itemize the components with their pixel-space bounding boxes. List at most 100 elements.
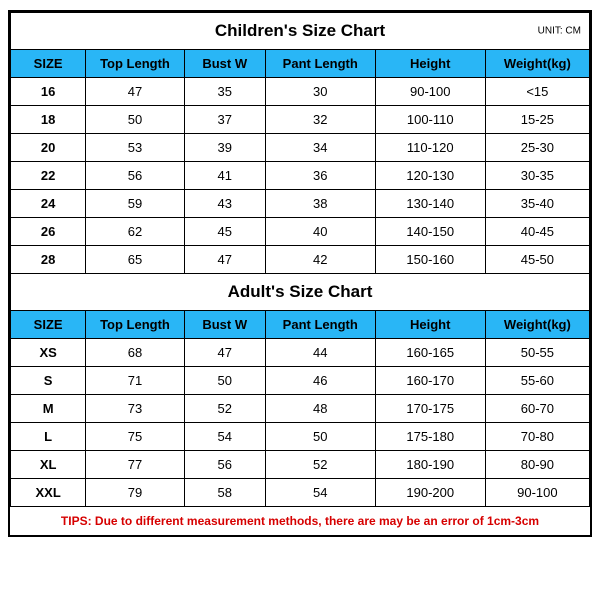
table-row: 28654742150-16045-50	[11, 246, 590, 274]
table-cell: 50	[184, 367, 265, 395]
column-header: Top Length	[86, 311, 184, 339]
table-cell: 47	[86, 78, 184, 106]
table-cell: 24	[11, 190, 86, 218]
table-cell: 16	[11, 78, 86, 106]
table-cell: M	[11, 395, 86, 423]
table-cell: 42	[265, 246, 375, 274]
table-cell: 45-50	[485, 246, 589, 274]
adult-title: Adult's Size Chart	[228, 282, 373, 301]
table-cell: 20	[11, 134, 86, 162]
table-cell: 39	[184, 134, 265, 162]
table-row: M735248170-17560-70	[11, 395, 590, 423]
table-cell: 44	[265, 339, 375, 367]
table-cell: 75	[86, 423, 184, 451]
table-cell: 34	[265, 134, 375, 162]
table-cell: 110-120	[375, 134, 485, 162]
column-header: SIZE	[11, 50, 86, 78]
table-cell: 46	[265, 367, 375, 395]
table-cell: 160-170	[375, 367, 485, 395]
table-cell: 52	[184, 395, 265, 423]
table-cell: 56	[86, 162, 184, 190]
table-cell: 15-25	[485, 106, 589, 134]
table-cell: XL	[11, 451, 86, 479]
column-header: Pant Length	[265, 311, 375, 339]
table-cell: 50	[265, 423, 375, 451]
table-cell: 140-150	[375, 218, 485, 246]
tips-row: TIPS: Due to different measurement metho…	[11, 507, 590, 536]
table-row: 20533934110-12025-30	[11, 134, 590, 162]
table-cell: XS	[11, 339, 86, 367]
column-header: Weight(kg)	[485, 311, 589, 339]
table-cell: 58	[184, 479, 265, 507]
table-cell: 190-200	[375, 479, 485, 507]
table-row: XS684744160-16550-55	[11, 339, 590, 367]
table-cell: 52	[265, 451, 375, 479]
table-cell: 32	[265, 106, 375, 134]
table-cell: 43	[184, 190, 265, 218]
table-row: XL775652180-19080-90	[11, 451, 590, 479]
table-cell: 50	[86, 106, 184, 134]
table-row: 26624540140-15040-45	[11, 218, 590, 246]
table-cell: 90-100	[375, 78, 485, 106]
table-cell: 36	[265, 162, 375, 190]
column-header: Height	[375, 50, 485, 78]
table-cell: 47	[184, 339, 265, 367]
table-cell: 54	[265, 479, 375, 507]
table-cell: 73	[86, 395, 184, 423]
table-cell: 45	[184, 218, 265, 246]
table-cell: 28	[11, 246, 86, 274]
children-title: Children's Size Chart	[215, 21, 385, 40]
table-cell: 150-160	[375, 246, 485, 274]
table-cell: 62	[86, 218, 184, 246]
table-cell: 79	[86, 479, 184, 507]
table-cell: 50-55	[485, 339, 589, 367]
adult-title-row: Adult's Size Chart	[11, 274, 590, 311]
table-row: XXL795854190-20090-100	[11, 479, 590, 507]
table-cell: 77	[86, 451, 184, 479]
tips-text: TIPS: Due to different measurement metho…	[11, 507, 590, 536]
table-cell: 22	[11, 162, 86, 190]
column-header: Top Length	[86, 50, 184, 78]
page-container: Children's Size Chart UNIT: CM SIZETop L…	[0, 0, 600, 600]
table-cell: 38	[265, 190, 375, 218]
table-cell: 60-70	[485, 395, 589, 423]
adult-title-cell: Adult's Size Chart	[11, 274, 590, 311]
column-header: Pant Length	[265, 50, 375, 78]
table-cell: 80-90	[485, 451, 589, 479]
table-row: L755450175-18070-80	[11, 423, 590, 451]
table-cell: 100-110	[375, 106, 485, 134]
table-cell: 40	[265, 218, 375, 246]
table-row: 22564136120-13030-35	[11, 162, 590, 190]
table-cell: 70-80	[485, 423, 589, 451]
unit-label: UNIT: CM	[538, 26, 581, 37]
table-cell: 41	[184, 162, 265, 190]
table-cell: 35	[184, 78, 265, 106]
table-cell: 18	[11, 106, 86, 134]
table-cell: 55-60	[485, 367, 589, 395]
children-header-row: SIZETop LengthBust WPant LengthHeightWei…	[11, 50, 590, 78]
table-cell: 65	[86, 246, 184, 274]
table-cell: 53	[86, 134, 184, 162]
column-header: Weight(kg)	[485, 50, 589, 78]
column-header: Bust W	[184, 311, 265, 339]
table-row: 1647353090-100<15	[11, 78, 590, 106]
table-cell: 160-165	[375, 339, 485, 367]
adult-body: XS684744160-16550-55S715046160-17055-60M…	[11, 339, 590, 507]
table-cell: 175-180	[375, 423, 485, 451]
column-header: Height	[375, 311, 485, 339]
table-cell: 90-100	[485, 479, 589, 507]
table-cell: S	[11, 367, 86, 395]
table-cell: 30-35	[485, 162, 589, 190]
table-cell: 68	[86, 339, 184, 367]
table-row: 18503732100-11015-25	[11, 106, 590, 134]
table-cell: 37	[184, 106, 265, 134]
column-header: Bust W	[184, 50, 265, 78]
children-body: 1647353090-100<1518503732100-11015-25205…	[11, 78, 590, 274]
table-cell: 56	[184, 451, 265, 479]
table-cell: 26	[11, 218, 86, 246]
children-title-row: Children's Size Chart UNIT: CM	[11, 13, 590, 50]
size-chart-table: Children's Size Chart UNIT: CM SIZETop L…	[10, 12, 590, 535]
tables-frame: Children's Size Chart UNIT: CM SIZETop L…	[8, 10, 592, 537]
table-cell: 25-30	[485, 134, 589, 162]
table-cell: 48	[265, 395, 375, 423]
